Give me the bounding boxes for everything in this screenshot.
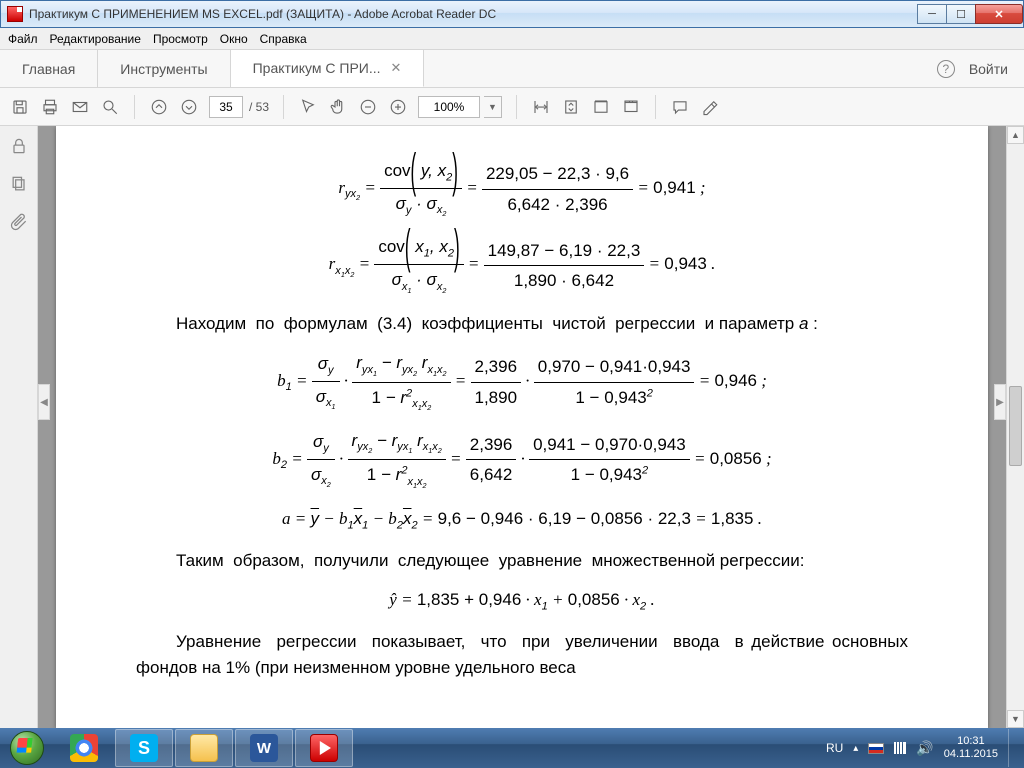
paragraph-3: Уравнение регрессии показывает, что при … <box>136 629 908 680</box>
vertical-scrollbar[interactable]: ▲ ▼ <box>1006 126 1024 728</box>
taskbar-word[interactable]: W <box>235 729 293 767</box>
paragraph-2: Таким образом, получили следующее уравне… <box>136 548 908 574</box>
thumbnails-icon[interactable] <box>9 174 29 194</box>
pdf-page: ryx2 = cov( y, x2)σy · σx2 = 229,05 − 22… <box>56 126 988 728</box>
zoom-in-icon[interactable] <box>388 97 408 117</box>
attachments-icon[interactable] <box>9 212 29 232</box>
titlebar: Практикум С ПРИМЕНЕНИЕМ MS EXCEL.pdf (ЗА… <box>0 0 1024 28</box>
zoom-out-icon[interactable] <box>358 97 378 117</box>
app-icon <box>7 6 23 22</box>
print-icon[interactable] <box>40 97 60 117</box>
tray-overflow-icon[interactable]: ▴ <box>853 743 858 754</box>
maximize-button[interactable]: ☐ <box>946 4 976 24</box>
menu-file[interactable]: Файл <box>8 32 38 46</box>
language-indicator[interactable]: RU <box>826 741 843 755</box>
zoom-value: 100% <box>418 96 480 118</box>
taskbar-explorer[interactable] <box>175 729 233 767</box>
tab-home-label: Главная <box>22 61 75 77</box>
left-rail <box>0 126 38 728</box>
search-icon[interactable] <box>100 97 120 117</box>
equation-1: ryx2 = cov( y, x2)σy · σx2 = 229,05 − 22… <box>136 158 908 220</box>
page-number-input[interactable] <box>209 96 243 118</box>
tab-tools-label: Инструменты <box>120 61 207 77</box>
clock-date: 04.11.2015 <box>944 748 998 761</box>
lock-icon[interactable] <box>9 136 29 156</box>
comment-icon[interactable] <box>670 97 690 117</box>
document-area: ryx2 = cov( y, x2)σy · σx2 = 229,05 − 22… <box>38 126 1006 728</box>
help-icon[interactable]: ? <box>937 60 955 78</box>
start-button[interactable] <box>0 728 54 768</box>
menu-view[interactable]: Просмотр <box>153 32 208 46</box>
clock-time: 10:31 <box>944 735 998 748</box>
tab-tools[interactable]: Инструменты <box>98 50 230 87</box>
system-tray: RU ▴ 🔊 10:31 04.11.2015 <box>826 729 1024 767</box>
show-desktop[interactable] <box>1008 729 1018 767</box>
menubar: Файл Редактирование Просмотр Окно Справк… <box>0 28 1024 50</box>
scroll-thumb[interactable] <box>1009 386 1022 466</box>
taskbar-acrobat[interactable] <box>295 729 353 767</box>
zoom-dropdown[interactable]: ▼ <box>484 96 502 118</box>
minimize-button[interactable]: ─ <box>917 4 947 24</box>
network-icon[interactable] <box>894 742 906 754</box>
equation-2: rx1x2 = cov( x1, x2)σx1 · σx2 = 149,87 −… <box>136 234 908 296</box>
menu-help[interactable]: Справка <box>260 32 307 46</box>
equation-5: a = y − b1x1 − b2x2 = 9,6 − 0,946 · 6,19… <box>136 506 908 534</box>
menu-window[interactable]: Окно <box>220 32 248 46</box>
equation-6: ŷ = 1,835 + 0,946 · x1 + 0,0856 · x2 . <box>136 587 908 615</box>
fit-width-icon[interactable] <box>531 97 551 117</box>
highlight-icon[interactable] <box>700 97 720 117</box>
fit-page-icon[interactable] <box>561 97 581 117</box>
page-down-icon[interactable] <box>179 97 199 117</box>
scroll-down-button[interactable]: ▼ <box>1007 710 1024 728</box>
fullscreen-icon[interactable] <box>591 97 611 117</box>
prev-page-arrow[interactable]: ◀ <box>38 384 50 420</box>
select-tool-icon[interactable] <box>298 97 318 117</box>
scroll-up-button[interactable]: ▲ <box>1007 126 1024 144</box>
tab-home[interactable]: Главная <box>0 50 98 87</box>
toolbar: / 53 100% ▼ <box>0 88 1024 126</box>
close-button[interactable]: ✕ <box>975 4 1023 24</box>
page-up-icon[interactable] <box>149 97 169 117</box>
taskbar-skype[interactable]: S <box>115 729 173 767</box>
page-total: / 53 <box>249 100 269 114</box>
clock[interactable]: 10:31 04.11.2015 <box>944 735 998 761</box>
paragraph-1: Находим по формулам (3.4) коэффициенты ч… <box>136 311 908 337</box>
equation-3: b1 = σyσx1 · ryx1 − ryx2 rx1x21 − r2x1x2… <box>136 350 908 414</box>
tab-document-label: Практикум С ПРИ... <box>253 60 381 76</box>
save-icon[interactable] <box>10 97 30 117</box>
tab-row: Главная Инструменты Практикум С ПРИ... ✕… <box>0 50 1024 88</box>
menu-edit[interactable]: Редактирование <box>50 32 141 46</box>
next-page-arrow[interactable]: ▶ <box>994 384 1006 420</box>
window-title: Практикум С ПРИМЕНЕНИЕМ MS EXCEL.pdf (ЗА… <box>29 7 496 21</box>
flag-icon[interactable] <box>868 743 884 754</box>
tab-document[interactable]: Практикум С ПРИ... ✕ <box>231 50 425 87</box>
taskbar-chrome[interactable] <box>55 729 113 767</box>
read-mode-icon[interactable] <box>621 97 641 117</box>
volume-icon[interactable]: 🔊 <box>916 740 933 757</box>
equation-4: b2 = σyσx2 · ryx2 − ryx1 rx1x21 − r2x1x2… <box>136 428 908 492</box>
hand-tool-icon[interactable] <box>328 97 348 117</box>
taskbar: S W RU ▴ 🔊 10:31 04.11.2015 <box>0 728 1024 768</box>
login-link[interactable]: Войти <box>969 61 1008 77</box>
tab-close-icon[interactable]: ✕ <box>391 60 402 76</box>
email-icon[interactable] <box>70 97 90 117</box>
